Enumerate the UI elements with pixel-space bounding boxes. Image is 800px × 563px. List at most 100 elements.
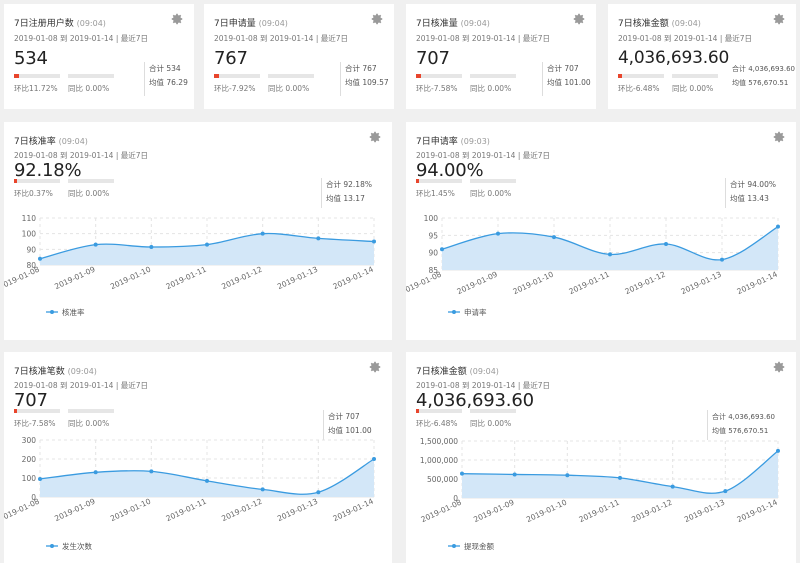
summary-box: 合计 534 均值 76.29 <box>149 62 188 90</box>
yoy-bar <box>68 179 114 183</box>
data-point[interactable] <box>512 472 517 477</box>
total-value: 合计 4,036,693.60 <box>732 65 795 73</box>
data-point[interactable] <box>618 475 622 480</box>
data-point[interactable] <box>205 478 209 483</box>
data-point[interactable] <box>93 470 98 475</box>
data-point[interactable] <box>440 247 444 252</box>
summary-box: 合计 4,036,693.60 均值 576,670.51 <box>732 62 795 90</box>
gear-icon[interactable] <box>170 12 184 26</box>
legend-label[interactable]: 发生次数 <box>62 541 92 551</box>
y-tick-label: 300 <box>22 436 37 445</box>
legend-label[interactable]: 申请率 <box>464 307 487 317</box>
update-time: (09:03) <box>460 137 490 146</box>
average-value: 均值 13.43 <box>730 194 769 203</box>
x-tick-label: 2019-01-12 <box>220 265 264 292</box>
data-point[interactable] <box>720 257 724 262</box>
yoy-bar <box>268 74 314 78</box>
x-tick-label: 2019-01-10 <box>512 270 556 297</box>
data-point[interactable] <box>460 471 464 476</box>
gear-icon[interactable] <box>368 130 382 144</box>
data-point[interactable] <box>664 242 668 246</box>
y-tick-label: 90 <box>428 249 438 258</box>
gear-icon[interactable] <box>772 360 786 374</box>
card-title-text: 7日核准笔数 <box>14 367 65 377</box>
stat-card-applications: 7日申请量 (09:04) 2019-01-08 到 2019-01-14 | … <box>204 4 394 109</box>
gear-icon[interactable] <box>572 12 586 26</box>
data-point[interactable] <box>670 484 675 489</box>
ring-ratio-text: 环比-7.92% <box>214 84 256 93</box>
gear-icon[interactable] <box>772 130 786 144</box>
gear-icon[interactable] <box>368 360 382 374</box>
metric-value: 707 <box>14 390 48 411</box>
chart-card-approved-count: 7日核准笔数 (09:04) 2019-01-08 到 2019-01-14 | … <box>4 352 392 563</box>
metric-value: 92.18% <box>14 160 82 181</box>
stat-card-approvals: 7日核准量 (09:04) 2019-01-08 到 2019-01-14 | … <box>406 4 596 109</box>
divider <box>707 410 708 440</box>
yoy-text: 同比 0.00% <box>68 84 110 93</box>
metric-value: 534 <box>14 48 48 69</box>
legend-marker <box>50 544 54 548</box>
data-point[interactable] <box>496 231 500 236</box>
data-point[interactable] <box>776 224 780 229</box>
gear-icon[interactable] <box>370 12 384 26</box>
y-tick-label: 90 <box>26 245 36 254</box>
data-point[interactable] <box>260 231 265 236</box>
data-point[interactable] <box>149 244 154 249</box>
y-tick-label: 100 <box>22 474 37 483</box>
y-tick-label: 1,000,000 <box>420 456 458 465</box>
legend-label[interactable]: 提现金额 <box>464 541 494 551</box>
yoy-bar <box>470 74 516 78</box>
ring-ratio-text: 环比0.37% <box>14 189 53 198</box>
card-title: 7日核准金额 (09:04) <box>618 19 701 29</box>
card-title: 7日核准笔数 (09:04) <box>14 364 97 377</box>
gear-icon[interactable] <box>772 12 786 26</box>
data-point[interactable] <box>776 448 780 453</box>
ring-ratio-bar <box>416 409 462 413</box>
x-tick-label: 2019-01-10 <box>109 265 153 292</box>
data-point[interactable] <box>38 256 42 261</box>
ring-ratio-bar <box>14 179 60 183</box>
data-point[interactable] <box>372 239 376 244</box>
legend-marker <box>50 310 54 314</box>
card-title: 7日核准量 (09:04) <box>416 19 490 29</box>
data-point[interactable] <box>149 469 154 474</box>
ring-ratio-text: 环比-6.48% <box>416 419 458 428</box>
x-tick-label: 2019-01-08 <box>406 270 443 297</box>
data-point[interactable] <box>316 490 321 495</box>
data-point[interactable] <box>372 457 376 461</box>
yoy-bar <box>470 409 516 413</box>
total-value: 合计 767 <box>345 64 377 73</box>
ring-ratio-text: 环比1.45% <box>416 189 455 198</box>
x-tick-label: 2019-01-12 <box>220 497 264 524</box>
data-point[interactable] <box>316 236 321 241</box>
data-point[interactable] <box>565 473 570 478</box>
y-tick-label: 85 <box>428 266 438 275</box>
summary-box: 合计 707 均值 101.00 <box>328 410 372 438</box>
average-value: 均值 13.17 <box>326 194 365 203</box>
ring-ratio-bar <box>416 179 462 183</box>
ring-ratio-text: 环比-7.58% <box>416 84 458 93</box>
data-point[interactable] <box>93 242 98 247</box>
card-title-text: 7日核准率 <box>14 137 56 147</box>
data-point[interactable] <box>723 489 728 494</box>
x-tick-label: 2019-01-09 <box>53 265 97 292</box>
area-fill <box>442 226 778 270</box>
stat-card-approved-amount: 7日核准金额 (09:04) 2019-01-08 到 2019-01-14 |… <box>608 4 796 109</box>
legend-label[interactable]: 核准率 <box>62 307 85 317</box>
metric-value: 4,036,693.60 <box>416 390 534 411</box>
total-value: 合计 707 <box>547 64 579 73</box>
data-point[interactable] <box>38 476 42 481</box>
yoy-bar <box>672 74 718 78</box>
date-range: 2019-01-08 到 2019-01-14 | 最近7日 <box>416 34 551 43</box>
yoy-bar <box>68 409 114 413</box>
data-point[interactable] <box>205 242 209 247</box>
chart-card-application-rate: 7日申请率 (09:03) 2019-01-08 到 2019-01-14 | 最… <box>406 122 796 340</box>
card-title: 7日注册用户数 (09:04) <box>14 19 106 29</box>
y-tick-label: 200 <box>22 455 37 464</box>
data-point[interactable] <box>552 235 556 240</box>
data-point[interactable] <box>608 252 612 257</box>
date-range: 2019-01-08 到 2019-01-14 | 最近7日 <box>214 34 349 43</box>
y-tick-label: 100 <box>424 214 439 223</box>
card-title: 7日核准金额 (09:04) <box>416 364 499 377</box>
data-point[interactable] <box>260 487 265 492</box>
